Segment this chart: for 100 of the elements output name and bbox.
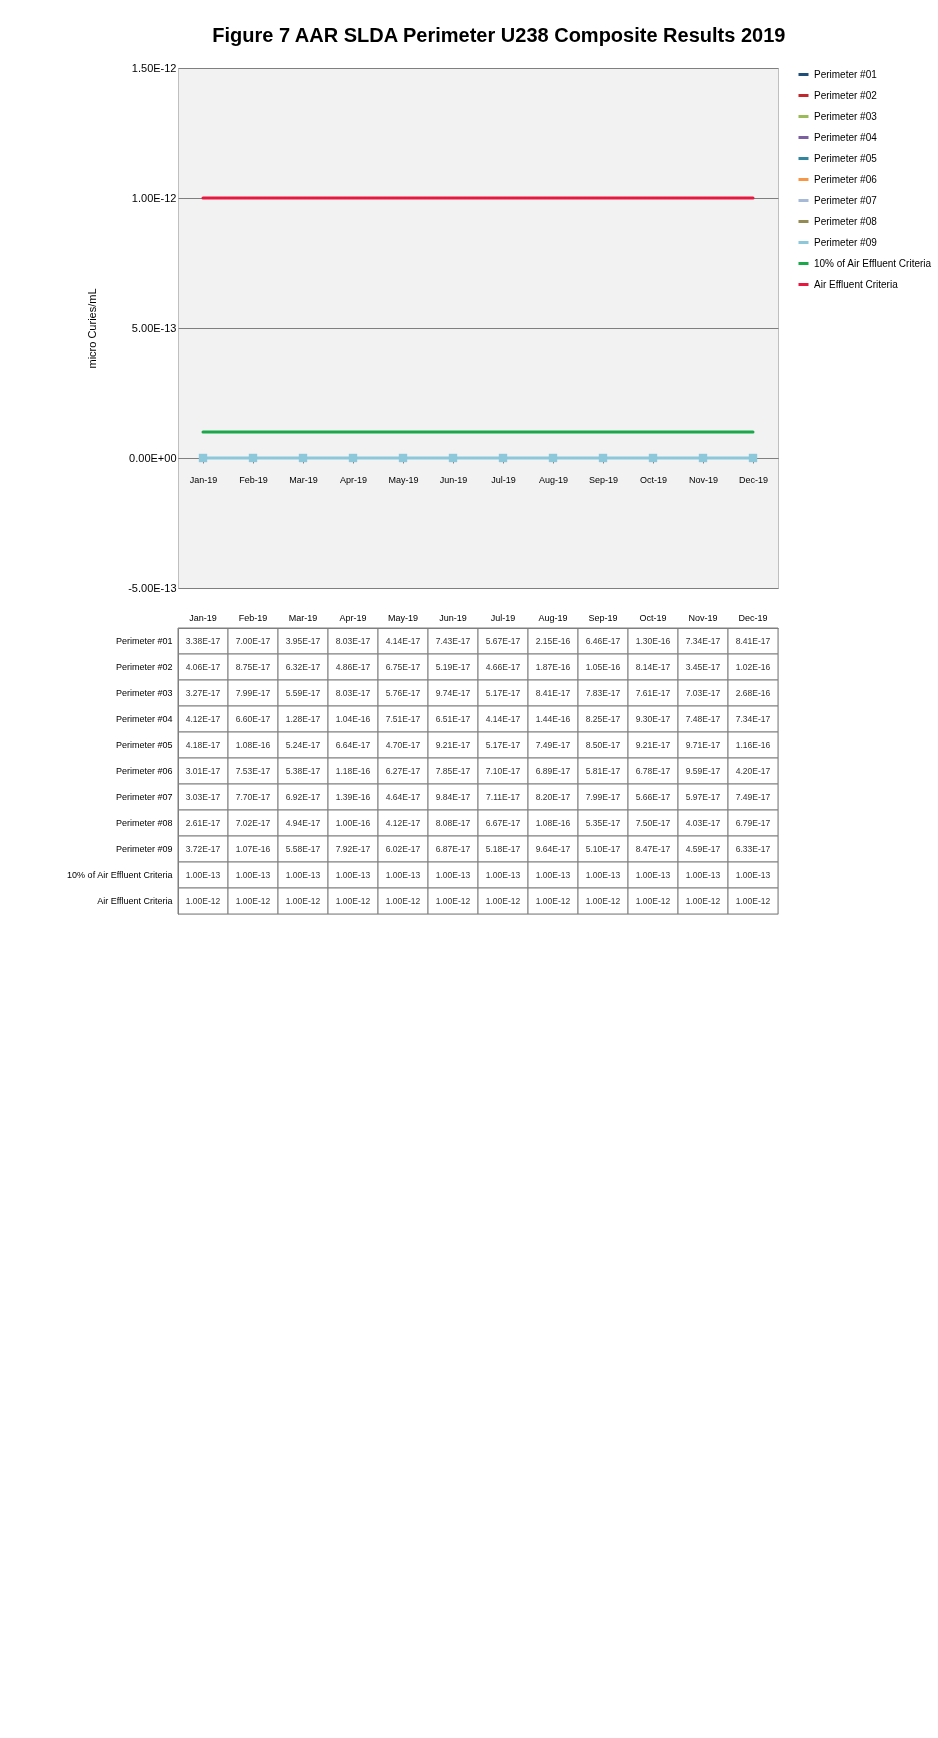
text: Perimeter #02 [115,662,173,672]
text: Perimeter #09 [115,844,173,854]
text: 7.43E-17 [435,636,471,646]
text: 4.94E-17 [285,818,321,828]
legend-label: Perimeter #05 [814,152,878,164]
data-label: 1.00E-12 [635,896,671,906]
legend-label: 10% of Air Effluent Criteria [814,257,932,269]
data-label: 1.00E-13 [585,870,621,880]
category-label: Feb-19 [239,474,268,485]
text: 6.60E-17 [235,714,271,724]
text: 4.12E-17 [185,714,221,724]
legend-label: Perimeter #06 [814,173,878,185]
text: 1.08E-16 [535,818,571,828]
text: 4.70E-17 [385,740,421,750]
data-label: 9.64E-17 [535,844,571,854]
data-label: 6.87E-17 [435,844,471,854]
data-label: 1.00E-12 [535,896,571,906]
text: 9.59E-17 [685,766,721,776]
text: 6.79E-17 [735,818,771,828]
category-label: Jul-19 [491,474,516,485]
x-tick-label: Aug-19 [538,612,568,623]
data-label: 1.00E-13 [285,870,321,880]
data-label: 1.00E-12 [185,896,221,906]
text: 4.14E-17 [385,636,421,646]
text: 5.19E-17 [435,662,471,672]
text: 7.34E-17 [685,636,721,646]
text: 4.14E-17 [485,714,521,724]
legend-label: Perimeter #09 [814,236,878,248]
text: 5.97E-17 [685,792,721,802]
text: 7.99E-17 [235,688,271,698]
data-label: 4.59E-17 [685,844,721,854]
data-label: 1.00E-12 [385,896,421,906]
category-label: Jan-19 [189,474,218,485]
text: 4.20E-17 [735,766,771,776]
category-label: May-19 [388,474,419,485]
text: 4.12E-17 [385,818,421,828]
text: Perimeter #04 [115,714,173,724]
category-label: Jun-19 [439,474,468,485]
text: 1.08E-16 [235,740,271,750]
data-label: 1.00E-12 [235,896,271,906]
y-axis-title: micro Curies/mL [86,288,99,369]
category-label: Mar-19 [289,474,318,485]
text: 7.11E-17 [486,792,520,802]
data-label: 3.72E-17 [185,844,221,854]
x-tick-label: Dec-19 [738,612,768,623]
text: 4.18E-17 [185,740,221,750]
text: 1.18E-16 [335,766,371,776]
text: 1.30E-16 [635,636,671,646]
text: 6.67E-17 [485,818,521,828]
text: 8.50E-17 [585,740,621,750]
text: 7.34E-17 [735,714,771,724]
text: 5.38E-17 [285,766,321,776]
data-label: 5.18E-17 [485,844,521,854]
data-label: 1.07E-16 [235,844,271,854]
text: 8.20E-17 [535,792,571,802]
data-label: 1.00E-13 [385,870,421,880]
text: 6.32E-17 [285,662,321,672]
text: 8.41E-17 [735,636,771,646]
text: Perimeter #07 [115,792,173,802]
text: 6.46E-17 [585,636,621,646]
text: 7.70E-17 [235,792,271,802]
data-label: 7.92E-17 [335,844,371,854]
text: 7.53E-17 [235,766,271,776]
text: 8.08E-17 [435,818,471,828]
text: 4.06E-17 [185,662,221,672]
text: Perimeter #06 [115,766,173,776]
text: 2.15E-16 [535,636,571,646]
legend-label: Perimeter #02 [814,89,878,101]
text: 4.03E-17 [685,818,721,828]
text: 7.99E-17 [585,792,621,802]
text: 2.68E-16 [735,688,771,698]
text: 7.85E-17 [435,766,471,776]
text: 7.00E-17 [235,636,271,646]
text: 8.75E-17 [235,662,271,672]
data-label: 1.00E-13 [335,870,371,880]
text: 3.45E-17 [685,662,721,672]
text: Perimeter #08 [115,818,173,828]
text: 6.27E-17 [385,766,421,776]
x-tick-label: Apr-19 [339,612,367,623]
x-tick-label: Jan-19 [189,612,217,623]
text: 6.78E-17 [635,766,671,776]
text: 5.24E-17 [285,740,321,750]
text: 1.28E-17 [285,714,321,724]
text: 1.44E-16 [535,714,571,724]
data-label: 1.00E-13 [235,870,271,880]
data-label: 6.33E-17 [735,844,771,854]
legend-label: Perimeter #04 [814,131,878,143]
text: 1.00E-16 [335,818,371,828]
text: 9.71E-17 [685,740,721,750]
text: 1.04E-16 [335,714,371,724]
data-label: 1.00E-13 [735,870,771,880]
x-tick-label: Sep-19 [588,612,618,623]
text: 10% of Air Effluent Criteria [67,870,173,880]
y-tick-label: 5.00E-13 [131,321,177,334]
text: 6.75E-17 [385,662,421,672]
text: 8.14E-17 [635,662,671,672]
text: 7.48E-17 [685,714,721,724]
legend-label: Perimeter #08 [814,215,878,227]
text: 8.25E-17 [585,714,621,724]
text: 5.76E-17 [385,688,421,698]
